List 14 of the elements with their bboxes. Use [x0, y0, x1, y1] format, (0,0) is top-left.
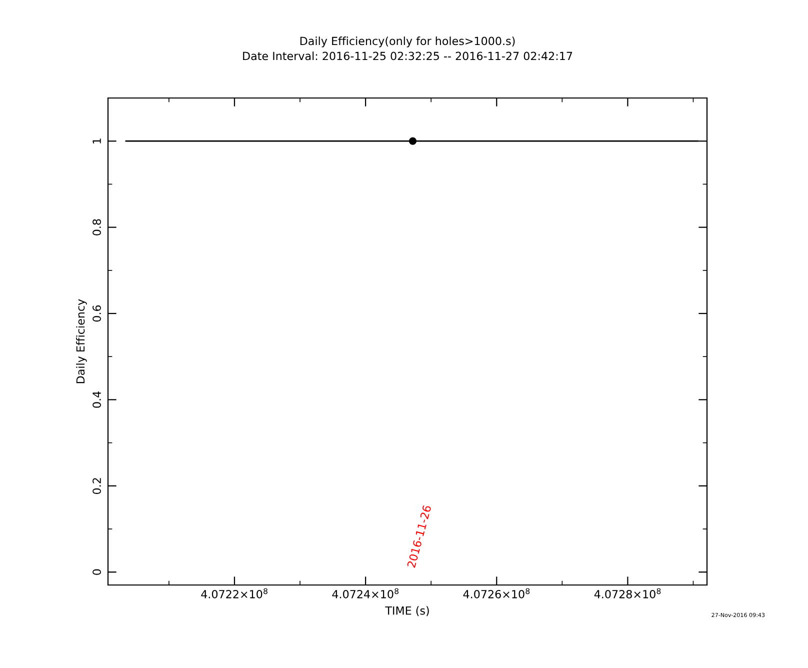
x-tick-label: 4.0728×10$^{8}$: [594, 588, 661, 598]
x-tick-label: 4.0726×10$^{8}$: [463, 588, 530, 598]
y-axis-title: Daily Efficiency: [76, 299, 87, 384]
y-tick-label: 0.8: [92, 219, 101, 236]
chart-title: Daily Efficiency(only for holes>1000.s): [300, 36, 515, 48]
y-tick-label: 0.4: [92, 391, 101, 408]
x-tick-label: 4.0722×10$^{8}$: [201, 588, 268, 598]
y-tick-label: 0.6: [92, 305, 101, 322]
chart-subtitle: Date Interval: 2016-11-25 02:32:25 -- 2016-11-27 02:42:17: [243, 52, 572, 60]
y-tick-label: 0.2: [92, 478, 101, 494]
y-tick-label: 1: [92, 138, 101, 144]
x-axis-title: TIME (s): [385, 606, 429, 616]
y-tick-label: 0: [92, 569, 101, 575]
x-tick-label: 4.0724×10$^{8}$: [332, 588, 399, 598]
